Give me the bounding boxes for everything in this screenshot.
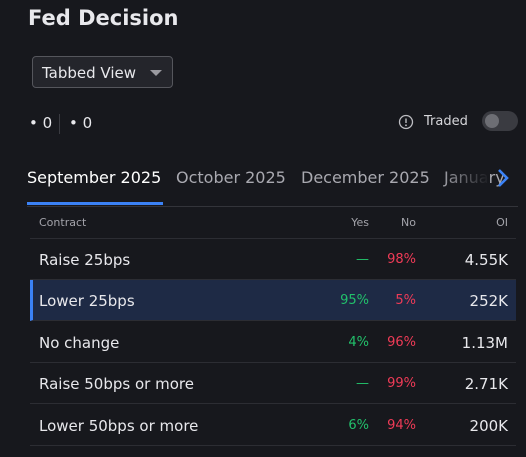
contract-row[interactable]: Raise 25bps — 98% 4.55K bbox=[30, 239, 516, 280]
yes-price: 4% bbox=[348, 335, 369, 350]
divider bbox=[59, 114, 60, 134]
contract-name: No change bbox=[39, 334, 120, 352]
open-interest: 4.55K bbox=[464, 251, 508, 269]
column-header: No bbox=[401, 216, 416, 229]
contract-name: Lower 50bps or more bbox=[39, 417, 199, 435]
yes-price: — bbox=[356, 376, 369, 391]
view-dropdown[interactable]: Tabbed View bbox=[32, 56, 173, 88]
contract-name: Raise 50bps or more bbox=[39, 375, 194, 393]
contract-name: Raise 25bps bbox=[39, 251, 131, 269]
contract-row[interactable]: Raise 50bps or more — 99% 2.71K bbox=[30, 363, 516, 404]
no-price: 96% bbox=[387, 335, 416, 350]
no-price: 98% bbox=[387, 252, 416, 267]
dropdown-label: Tabbed View bbox=[42, 64, 137, 82]
contract-row[interactable]: Lower 50bps or more 6% 94% 200K bbox=[30, 405, 516, 446]
tab-separator bbox=[27, 206, 518, 207]
contract-row[interactable]: No change 4% 96% 1.13M bbox=[30, 322, 516, 363]
column-header: OI bbox=[496, 216, 508, 229]
toggle-knob bbox=[485, 114, 499, 128]
tab-next-arrow[interactable] bbox=[495, 168, 511, 188]
tab[interactable]: September 2025 bbox=[27, 168, 162, 187]
tab[interactable]: December 2025 bbox=[301, 168, 430, 187]
no-price: 5% bbox=[395, 293, 416, 308]
info-icon[interactable] bbox=[398, 114, 414, 130]
traded-toggle[interactable] bbox=[482, 111, 518, 131]
column-header: Contract bbox=[39, 216, 87, 229]
counter: • 0 bbox=[69, 114, 93, 132]
header-separator bbox=[30, 238, 516, 239]
active-tab-indicator bbox=[27, 202, 163, 205]
contract-name: Lower 25bps bbox=[39, 292, 135, 310]
tab-fade bbox=[440, 160, 490, 200]
yes-price: 6% bbox=[348, 418, 369, 433]
no-price: 99% bbox=[387, 376, 416, 391]
yes-price: 95% bbox=[340, 293, 369, 308]
tab[interactable]: October 2025 bbox=[176, 168, 286, 187]
dropdown-caret bbox=[150, 70, 162, 76]
counter-value: 0 bbox=[42, 114, 53, 132]
yes-price: — bbox=[356, 252, 369, 267]
open-interest: 200K bbox=[469, 417, 508, 435]
toggle-label: Traded bbox=[424, 114, 468, 129]
open-interest: 2.71K bbox=[464, 375, 508, 393]
contract-row[interactable]: Lower 25bps 95% 5% 252K bbox=[30, 280, 516, 321]
no-price: 94% bbox=[387, 418, 416, 433]
open-interest: 252K bbox=[469, 292, 508, 310]
column-header: Yes bbox=[351, 216, 369, 229]
counter-value: 0 bbox=[82, 114, 93, 132]
counter: • 0 bbox=[29, 114, 53, 132]
open-interest: 1.13M bbox=[461, 334, 508, 352]
page-title: Fed Decision bbox=[28, 6, 179, 30]
